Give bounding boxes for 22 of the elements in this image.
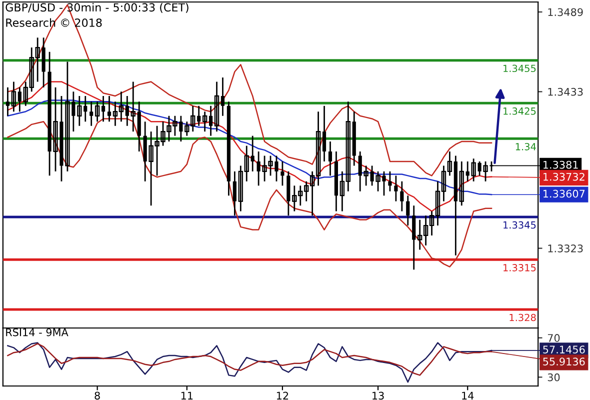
y-tick-label: 1.3489 [548,8,583,16]
text: 1.3381 [544,160,578,169]
y-tick-label: 1.3323 [548,244,583,252]
ref-line-label: 1.34 [516,143,536,150]
x-tick-label: 12 [276,392,288,400]
y-tick-label: 30 [548,373,560,382]
data-label: 55.9136 [543,358,585,366]
data-label: 57.1456 [543,346,585,354]
ref-line-label: 1.328 [510,314,536,322]
x-tick-label: 11 [181,392,193,400]
x-tick-label: 14 [462,392,474,400]
ref-line-label: 1.3345 [504,221,536,229]
y-tick-label: 1.3433 [548,88,583,96]
ref-line-label: 1.3315 [504,264,536,272]
y-tick-label: 70 [548,334,560,342]
ref-line-label: 1.3425 [504,107,536,115]
ref-line-label: 1.3455 [504,64,536,72]
x-tick-label: 13 [372,392,384,400]
chart-title: RSI14 - 9MA [6,328,68,336]
data-label: 1.33732 [544,172,584,181]
x-tick-label: 8 [94,392,100,400]
data-label: 1.33607 [544,190,585,198]
